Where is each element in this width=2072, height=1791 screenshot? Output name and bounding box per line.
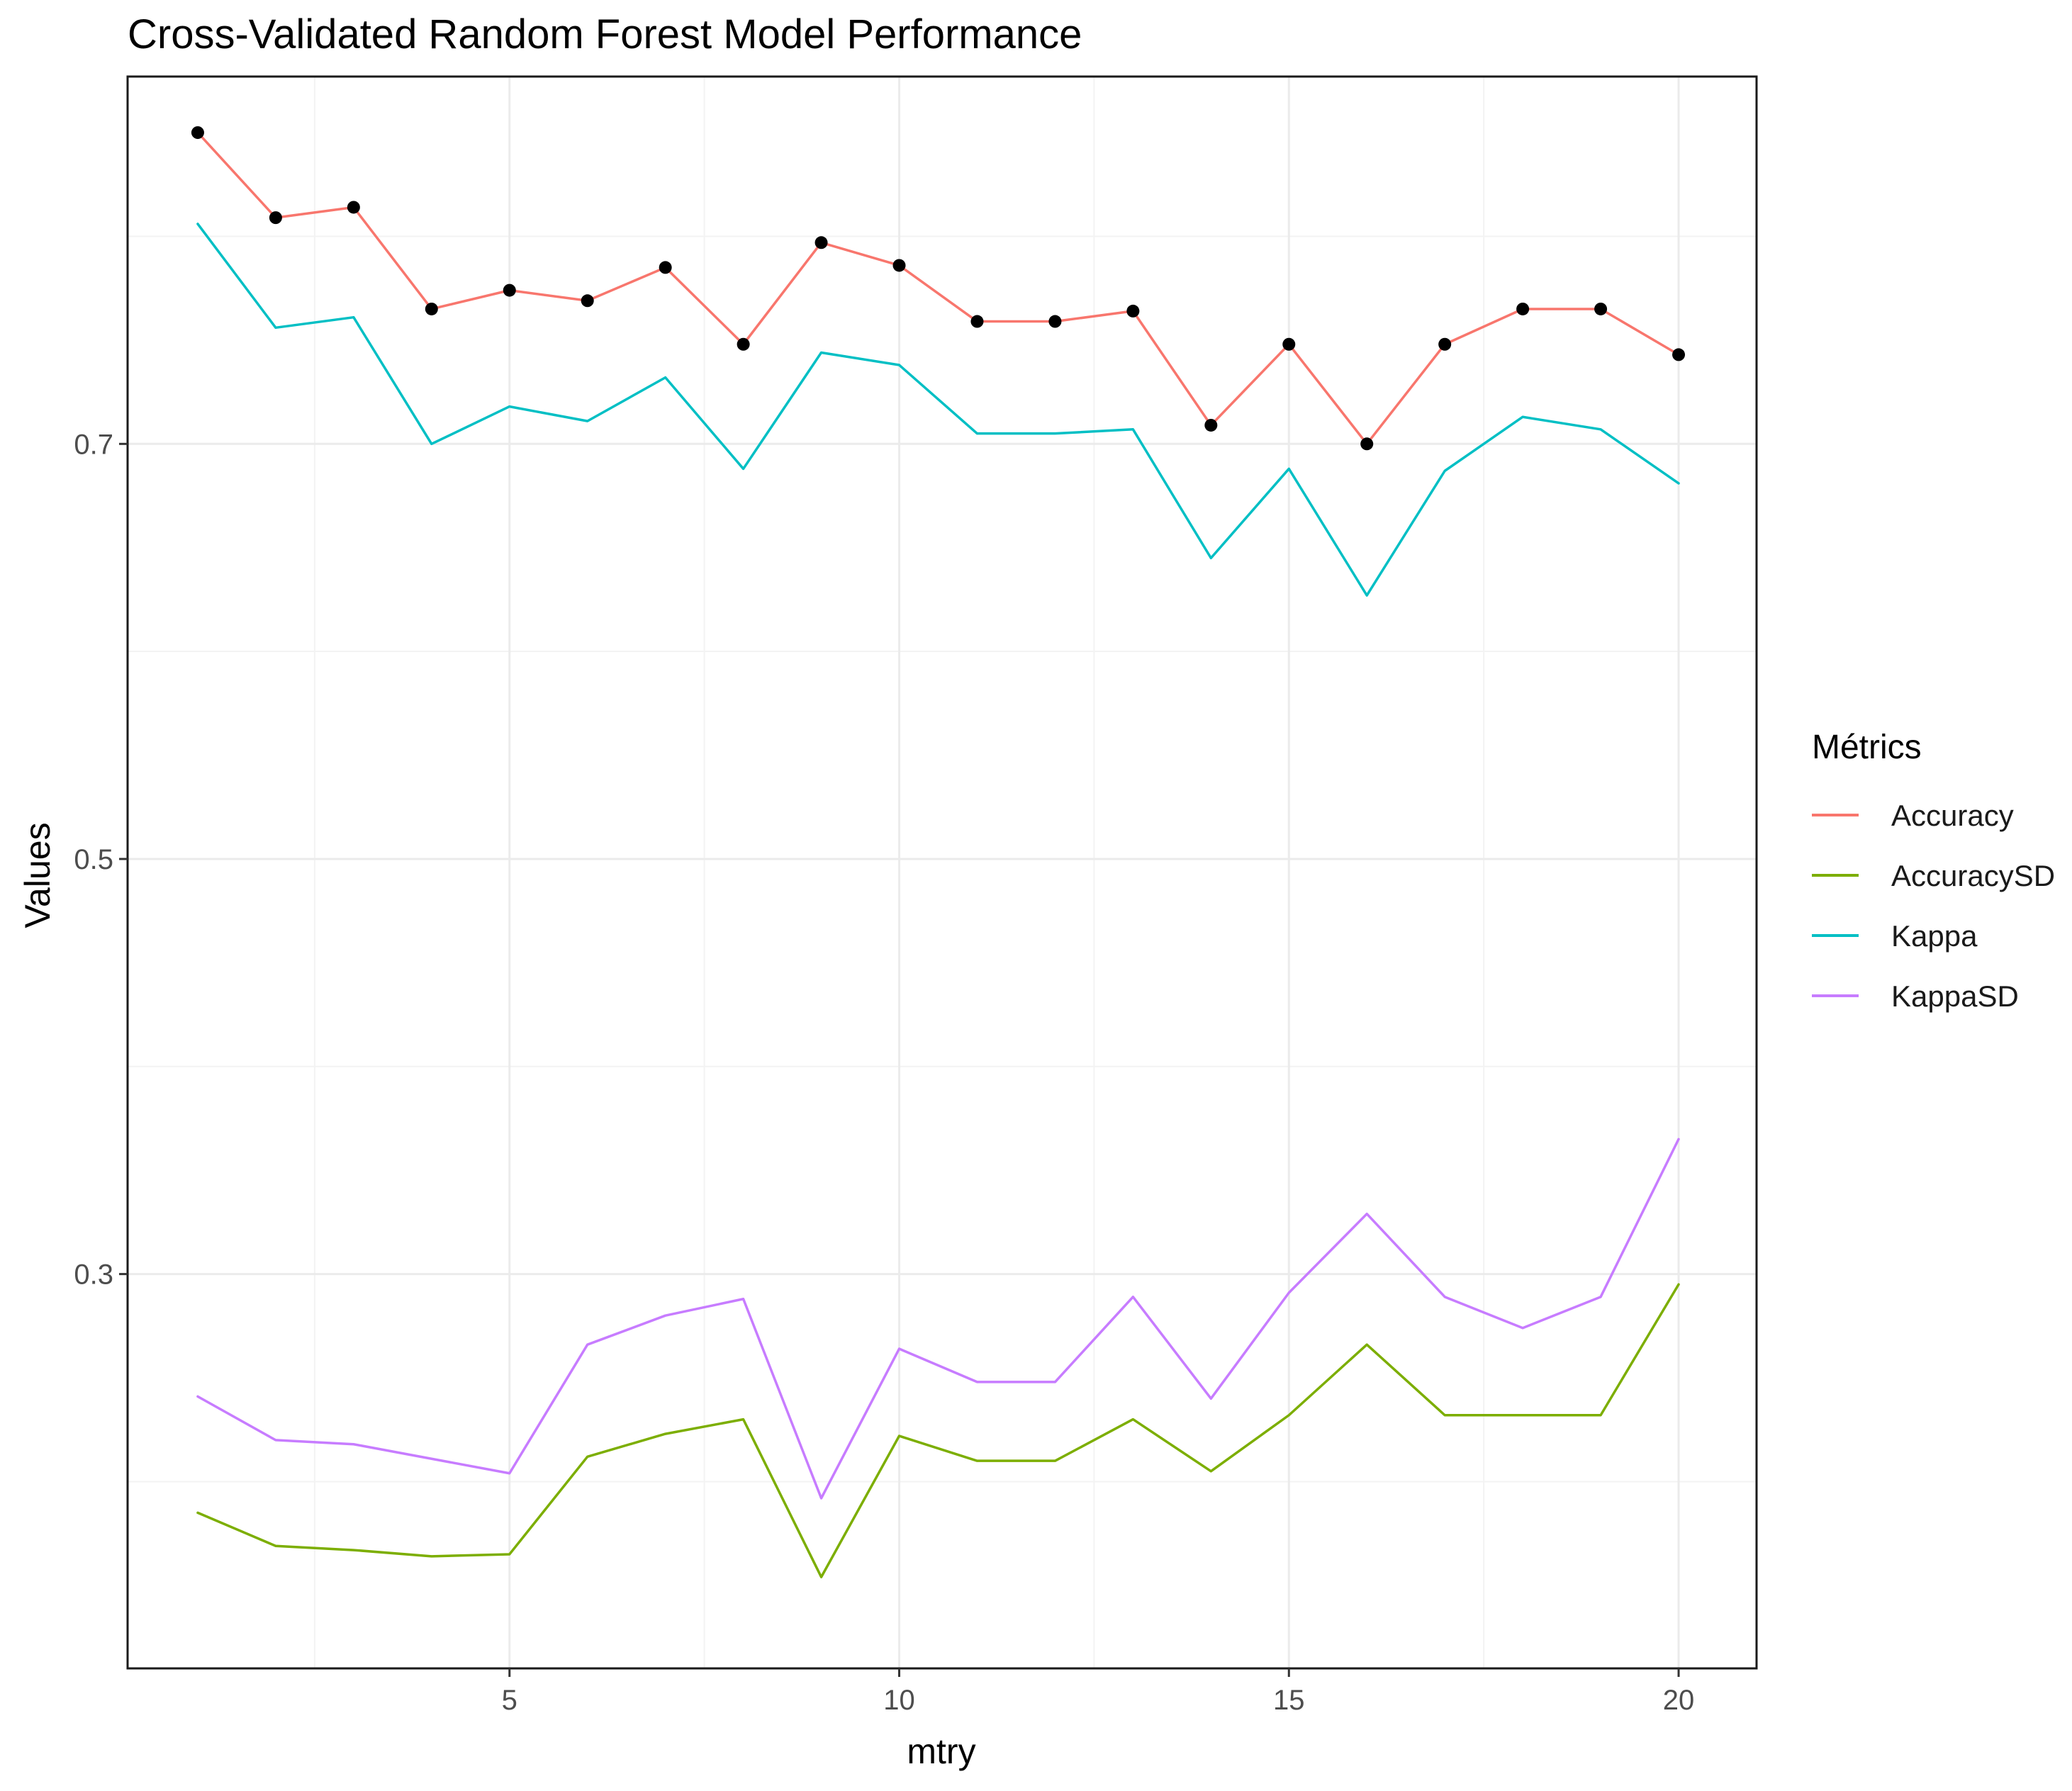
data-point-accuracy (1048, 315, 1062, 328)
series-line-accuracysd (196, 1283, 1680, 1578)
data-point-accuracy (970, 315, 984, 328)
data-point-accuracy (191, 126, 204, 140)
legend-label-kappasd: KappaSD (1891, 979, 2019, 1013)
x-tick-label: 20 (1663, 1685, 1695, 1716)
legend-items: Accuracy AccuracySD Kappa KappaSD (1812, 799, 2055, 1013)
data-point-accuracy (659, 261, 672, 274)
legend: Métrics Accuracy AccuracySD Kappa KappaSD (1812, 729, 2055, 1013)
data-point-accuracy (1360, 437, 1374, 451)
series-lines (196, 131, 1680, 1578)
y-tick-label: 0.5 (74, 844, 113, 875)
data-point-accuracy (814, 236, 828, 249)
chart-title: Cross-Validated Random Forest Model Perf… (128, 11, 1082, 57)
data-point-accuracy (1438, 337, 1452, 351)
x-tick-label: 5 (502, 1685, 517, 1716)
panel-border (126, 75, 1758, 1670)
y-axis-ticks: 0.3 0.5 0.7 (74, 429, 128, 1291)
series-points (191, 126, 1686, 451)
grid-major (128, 77, 1757, 1668)
x-axis-title: mtry (907, 1731, 975, 1771)
y-tick-label: 0.7 (74, 429, 113, 460)
series-line-kappasd (196, 1138, 1680, 1500)
x-tick-label: 10 (883, 1685, 915, 1716)
x-tick-label: 15 (1273, 1685, 1305, 1716)
data-point-accuracy (1672, 348, 1686, 361)
y-tick-label: 0.3 (74, 1259, 113, 1291)
data-point-accuracy (892, 259, 906, 272)
data-point-accuracy (1594, 302, 1608, 315)
series-line-accuracy (196, 131, 1680, 446)
legend-label-accuracysd: AccuracySD (1891, 859, 2055, 892)
x-axis-ticks: 5 10 15 20 (502, 1668, 1695, 1716)
data-point-accuracy (737, 337, 750, 351)
legend-title: Métrics (1812, 729, 1922, 766)
data-point-accuracy (425, 302, 438, 315)
data-point-accuracy (1204, 418, 1218, 432)
data-point-accuracy (1516, 302, 1530, 315)
grid-minor (128, 77, 1757, 1668)
data-point-accuracy (503, 283, 516, 297)
data-point-accuracy (1126, 304, 1140, 318)
data-point-accuracy (581, 294, 594, 308)
data-point-accuracy (269, 211, 282, 225)
data-point-accuracy (1282, 337, 1296, 351)
legend-label-kappa: Kappa (1891, 919, 1978, 953)
legend-label-accuracy: Accuracy (1891, 799, 2014, 832)
y-axis-title: Values (18, 822, 57, 928)
data-point-accuracy (347, 201, 360, 214)
series-line-kappa (196, 223, 1680, 597)
